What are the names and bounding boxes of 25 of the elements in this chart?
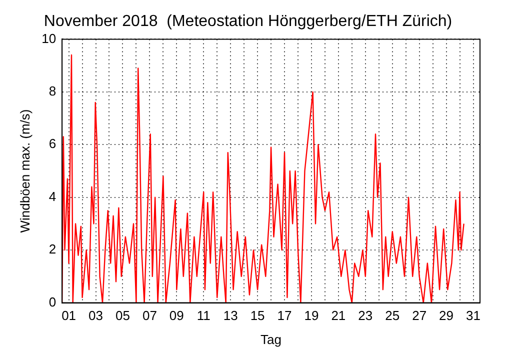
x-tick-label: 19 [304,308,319,324]
x-tick-label: 03 [88,308,103,324]
x-tick-label: 13 [223,308,238,324]
y-tick-label: 0 [48,294,56,310]
x-tick-label: 01 [62,308,76,324]
x-tick-label: 31 [466,308,480,324]
y-tick-label: 2 [48,242,56,257]
x-tick-label: 29 [439,308,454,324]
x-tick-label: 09 [169,308,184,324]
y-tick-label: 10 [42,30,56,46]
y-tick-label: 4 [48,188,56,204]
x-tick-label: 27 [412,308,427,324]
x-tick-label: 21 [331,308,346,324]
y-tick-label: 6 [48,136,56,152]
x-tick-label: 11 [196,308,210,324]
x-tick-label: 05 [115,308,130,324]
x-tick-label: 07 [142,308,157,324]
x-axis-title: Tag [260,332,282,347]
x-tick-label: 23 [358,308,373,324]
x-tick-label: 25 [385,308,400,324]
y-tick-label: 8 [48,84,56,98]
chart-title: November 2018 (Meteostation Hönggerberg/ETH Zürich) [44,13,452,30]
y-axis-title: Windböen max. (m/s) [17,109,32,233]
x-tick-label: 15 [250,308,265,324]
x-tick-label: 17 [277,308,292,324]
